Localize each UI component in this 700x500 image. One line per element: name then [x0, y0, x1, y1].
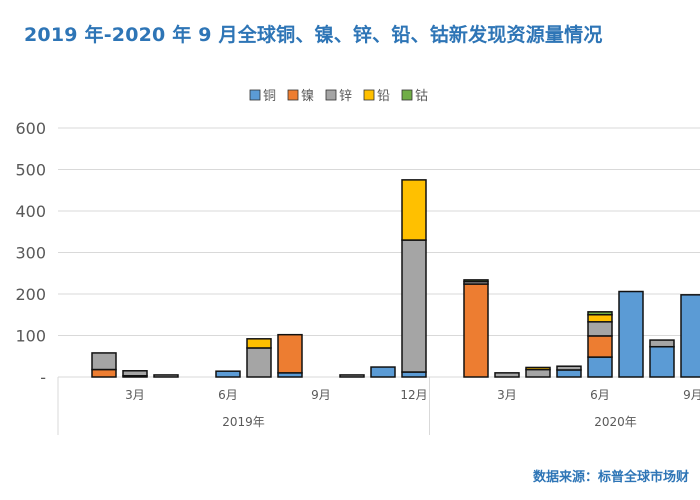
- y-tick-label: 500: [15, 161, 46, 180]
- bar-segment-3: [153, 374, 179, 378]
- legend-swatch: [249, 89, 261, 101]
- y-tick-label: 300: [15, 244, 46, 263]
- bar-segment-1: [370, 366, 396, 378]
- bar-segment-1: [680, 294, 700, 378]
- bar-segment-3: [246, 347, 272, 378]
- y-tick-label: 400: [15, 202, 46, 221]
- x-tick-label: 6月: [590, 388, 610, 402]
- x-tick-label: 6月: [218, 388, 238, 402]
- bar-segment-5: [587, 311, 613, 316]
- legend-swatch: [363, 89, 375, 101]
- y-tick-label: 600: [15, 119, 46, 138]
- legend-swatch: [401, 89, 413, 101]
- x-tick-label: 9月: [311, 388, 331, 402]
- bar-segment-1: [556, 369, 582, 378]
- bar-segment-4: [587, 314, 613, 323]
- bar-segment-3: [91, 352, 117, 371]
- x-tick-label: 9月: [683, 388, 700, 402]
- legend-label: 铅: [377, 89, 390, 104]
- x-tick-label: 3月: [497, 388, 517, 402]
- bar-segment-4: [401, 179, 427, 241]
- bar-segment-2: [91, 368, 117, 378]
- y-tick-label: -: [40, 368, 46, 387]
- bar-segment-3: [525, 368, 551, 378]
- data-source-note: 数据来源：标普全球市场财: [533, 470, 690, 485]
- bar-segment-2: [277, 333, 303, 374]
- bar-segment-2: [587, 335, 613, 358]
- bar-segment-5: [463, 279, 489, 283]
- legend-swatch: [325, 89, 337, 101]
- legend-label: 镍: [301, 89, 314, 104]
- x-tick-label: 12月: [400, 388, 427, 402]
- bar-segment-3: [587, 321, 613, 337]
- bar-segment-3: [556, 365, 582, 371]
- bar-segment-1: [618, 290, 644, 378]
- bar-segment-1: [587, 356, 613, 378]
- legend-swatch: [287, 89, 299, 101]
- bar-segment-1: [649, 345, 675, 378]
- bar-segment-1: [215, 370, 241, 378]
- bar-segment-3: [122, 370, 148, 377]
- chart-title: 2019 年-2020 年 9 月全球铜、镍、锌、铅、钴新发现资源量情况: [24, 24, 603, 46]
- bar-segment-3: [339, 374, 365, 378]
- bar-segment-4: [246, 338, 272, 349]
- x-group-label: 2020年: [594, 415, 637, 429]
- legend-label: 铜: [263, 89, 276, 104]
- x-tick-label: 3月: [125, 388, 145, 402]
- y-tick-label: 200: [15, 285, 46, 304]
- x-group-label: 2019年: [222, 415, 265, 429]
- bar-segment-2: [463, 283, 489, 378]
- legend-label: 锌: [339, 89, 352, 104]
- bar-segment-3: [649, 339, 675, 348]
- legend-label: 钴: [415, 89, 428, 104]
- bar-segment-4: [525, 366, 551, 371]
- bar-segment-3: [494, 372, 520, 378]
- bar-segment-3: [401, 239, 427, 373]
- y-tick-label: 100: [15, 327, 46, 346]
